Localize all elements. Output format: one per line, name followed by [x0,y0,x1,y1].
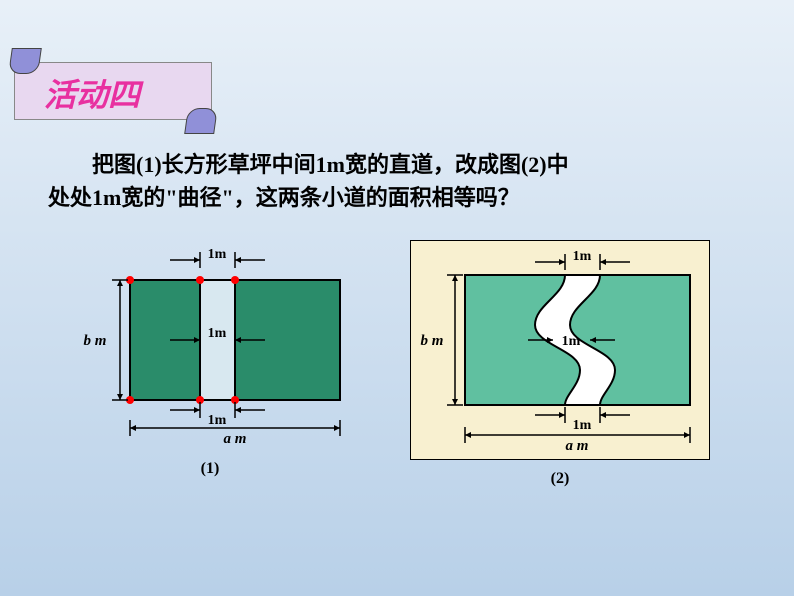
scroll-curl-right [184,108,218,134]
fig1-top-label: 1m [208,247,227,262]
fig1-height-label: b m [84,333,107,349]
figure-2-wrap: 1m 1m 1m b m [410,240,710,520]
fig2-width-label: a m [566,438,589,454]
fig1-bot-label: 1m [208,413,227,428]
figures-container: 1m 1m 1m b m [70,240,750,520]
fig2-top-label: 1m [573,249,592,264]
figure-2-caption: (2) [551,470,570,488]
question-line1: 把图(1)长方形草坪中间1m宽的直道，改成图(2)中 [48,148,569,181]
figure-1-wrap: 1m 1m 1m b m [70,240,350,520]
activity-title: 活动四 [44,70,140,116]
figure-1-caption: (1) [201,460,220,478]
question-line2: 处处1m宽的"曲径"，这两条小道的面积相等吗？ [48,185,520,210]
fig2-bot-label: 1m [573,418,592,433]
fig1-width-label: a m [224,431,247,447]
fig1-mid-label: 1m [208,326,227,341]
question-text: 把图(1)长方形草坪中间1m宽的直道，改成图(2)中 处处1m宽的"曲径"，这两… [48,148,638,214]
scroll-banner: 活动四 [14,52,212,132]
figure-1-svg: 1m 1m 1m b m [70,240,350,450]
figure-2-svg: 1m 1m 1m b m [410,240,710,460]
fig2-mid-label: 1m [562,334,581,349]
fig2-height-label: b m [421,333,444,349]
